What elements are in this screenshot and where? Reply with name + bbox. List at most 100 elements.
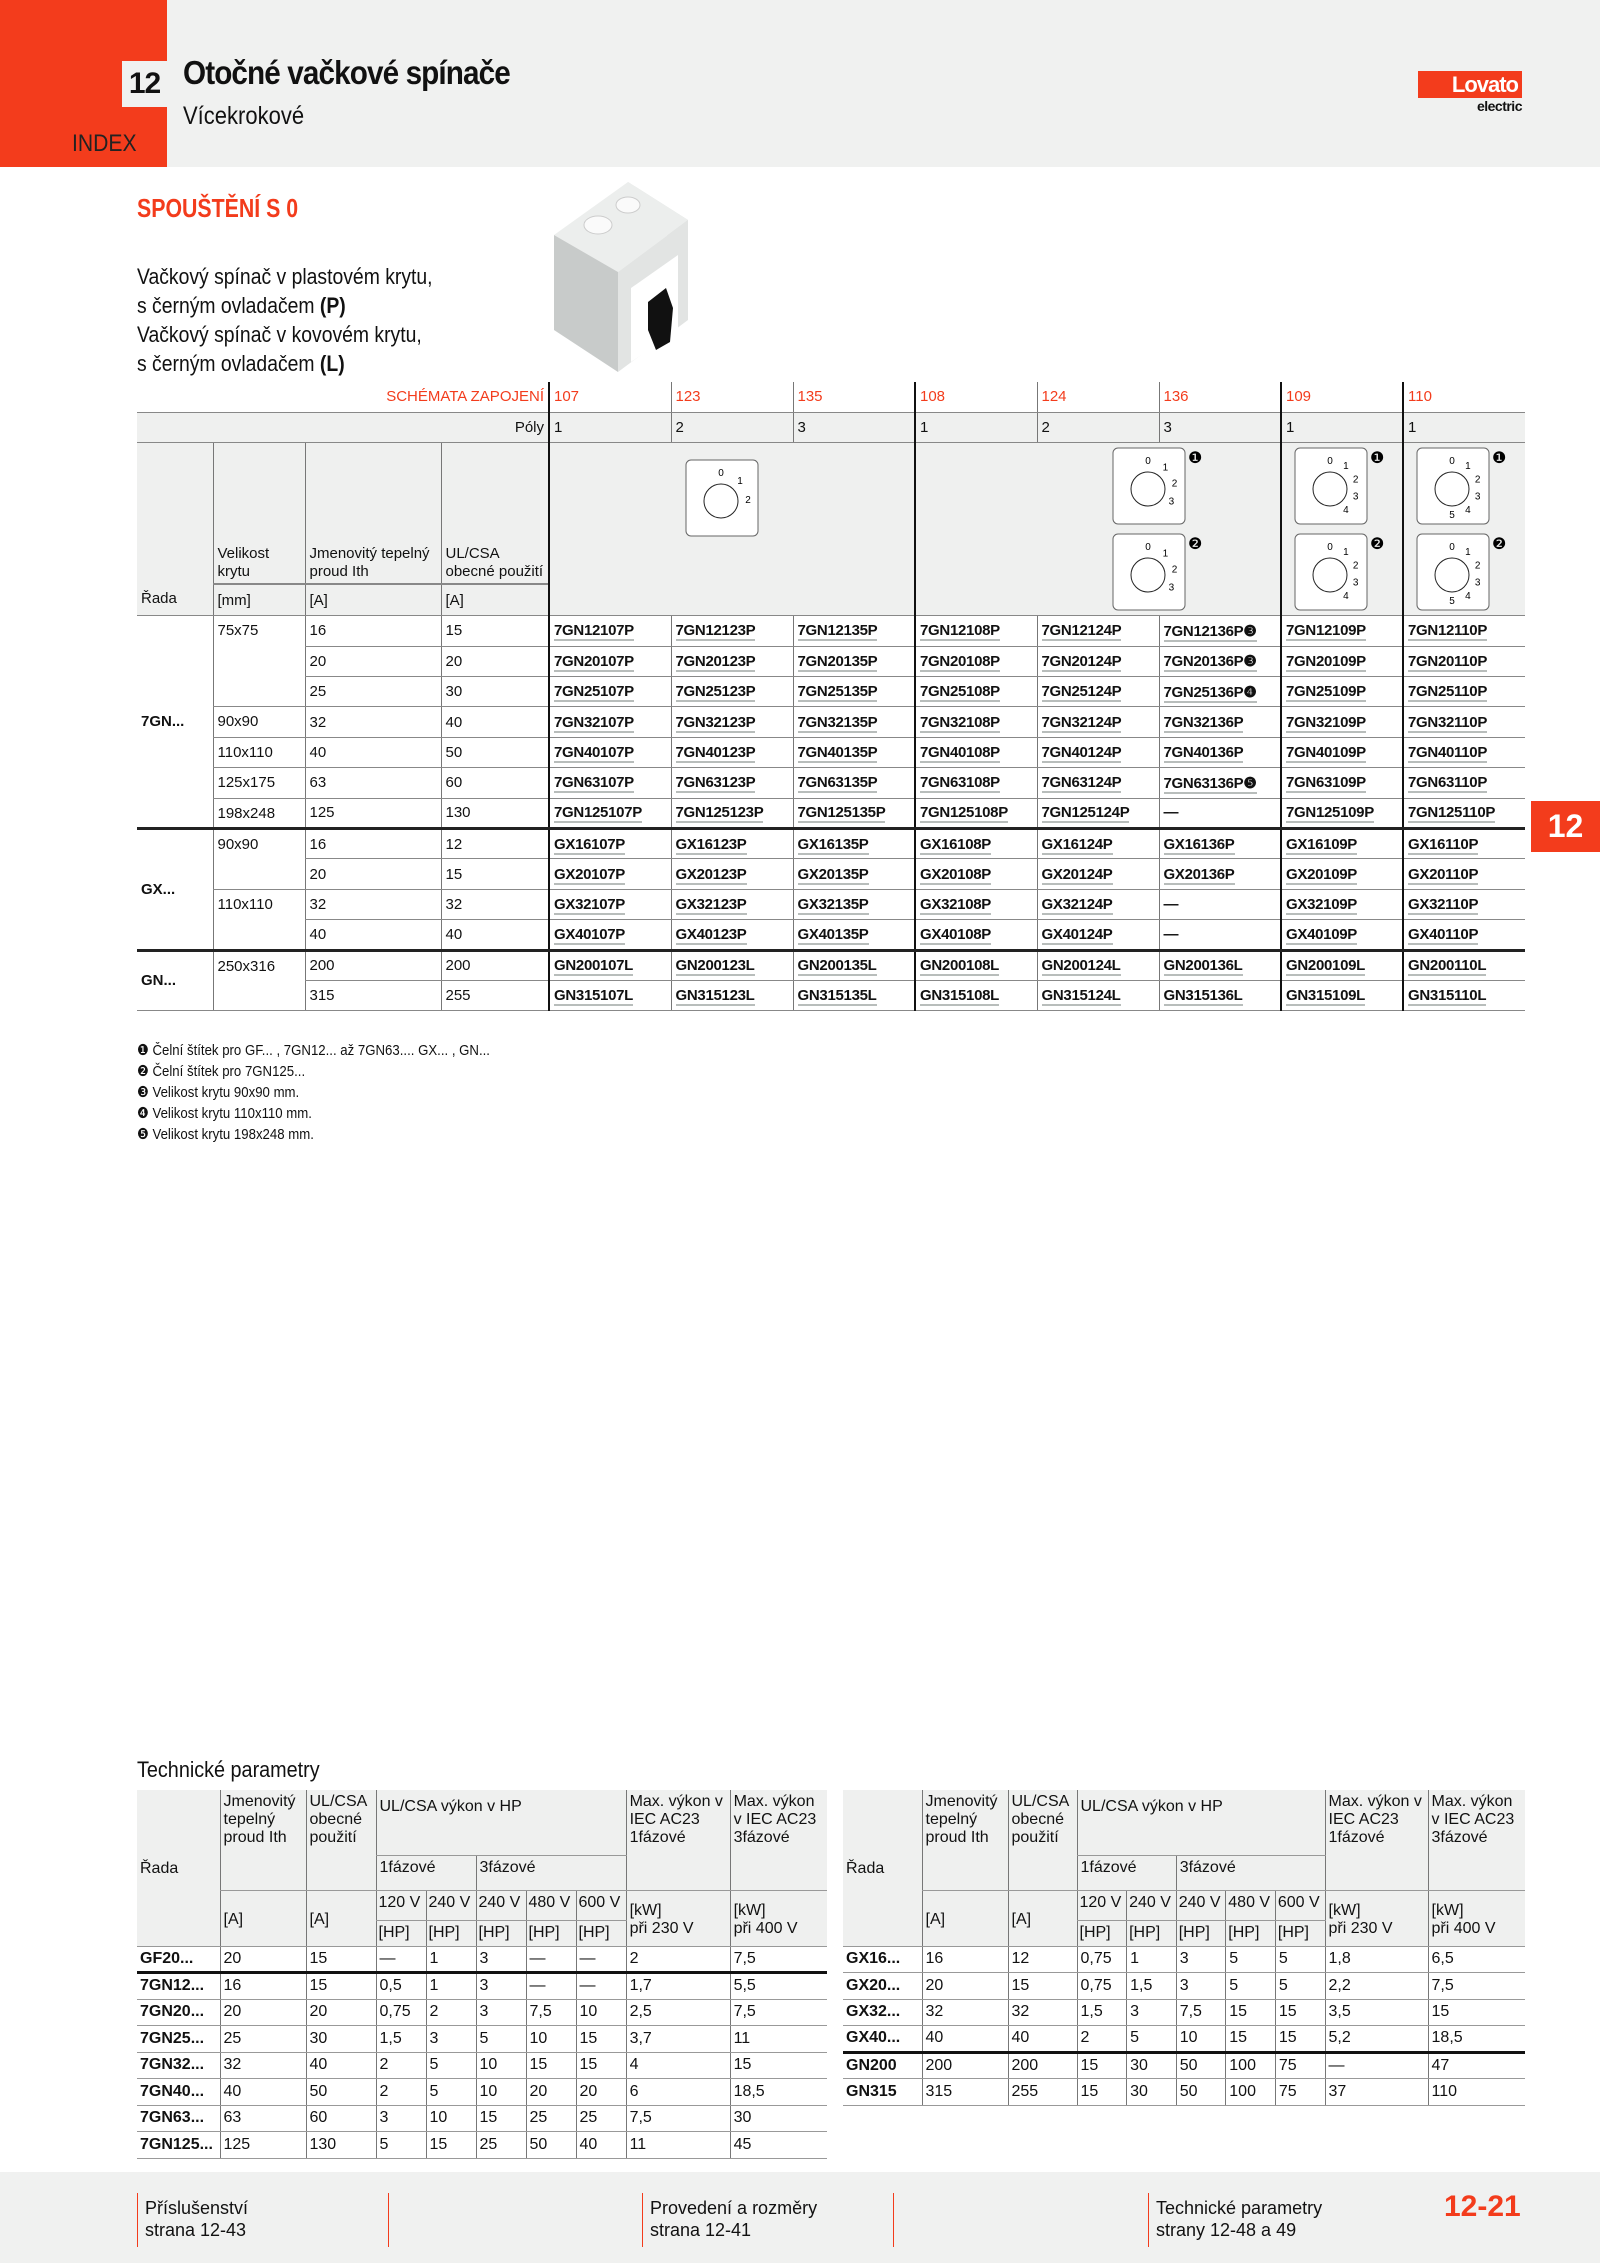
th-hp-unit: [HP] bbox=[1175, 1920, 1226, 1947]
ith-text: 40 bbox=[309, 925, 327, 943]
tech-cell: 50 bbox=[525, 2131, 576, 2159]
index-link[interactable]: INDEX bbox=[72, 130, 137, 157]
th-voltage: 240 V bbox=[1175, 1890, 1226, 1921]
desc-code: (P) bbox=[319, 293, 346, 318]
lovato-logo: Lovato electric bbox=[1418, 71, 1523, 114]
th-3phase: 3fázové bbox=[475, 1855, 627, 1891]
tech-cell-text: 15 bbox=[529, 2056, 548, 2074]
ul-cell: 200 bbox=[440, 948, 549, 981]
product-code-text: 7GN40124P bbox=[1041, 744, 1122, 764]
footer-link-tech[interactable]: Technické parametry strany 12-48 a 49 bbox=[1148, 2193, 1322, 2247]
ul-text: 30 bbox=[445, 683, 463, 701]
tech-cell-text: 2 bbox=[429, 2003, 439, 2021]
product-code-text: 7GN20108P bbox=[920, 652, 1000, 672]
table-row: 110x110 32 32 GX32107P GX32123P GX32135P GX321… bbox=[137, 889, 1525, 951]
product-code-text: 7GN40135P bbox=[797, 744, 878, 764]
table-row: 7GN20... 20 20 0,75 2 3 7,5 10 2,5 7,5 bbox=[137, 1999, 828, 2026]
tech-cell-text: 100 bbox=[1229, 2082, 1256, 2100]
tech-cell: 11 bbox=[625, 2131, 731, 2159]
tech-cell-text: 3,5 bbox=[1328, 2003, 1351, 2021]
tech-cell: 15 bbox=[1225, 2025, 1276, 2053]
product-code: GN315108L bbox=[914, 980, 1037, 1012]
product-code: GX20107P bbox=[548, 858, 671, 890]
th-hp-unit: [HP] bbox=[425, 1920, 476, 1947]
size-cell: 110x110 bbox=[212, 737, 305, 769]
product-code: 7GN12107P bbox=[548, 615, 671, 647]
product-code-text: GN200110L bbox=[1408, 957, 1487, 977]
product-code: 7GN25110P bbox=[1402, 676, 1525, 708]
product-code-text: 7GN20123P bbox=[675, 652, 756, 672]
tech-cell-text: 20 bbox=[529, 2082, 548, 2100]
footer-link-dimensions[interactable]: Provedení a rozměry strana 12-41 bbox=[642, 2193, 817, 2247]
tech-cell: 32 bbox=[1007, 1999, 1077, 2026]
tech-cell: 1,5 bbox=[1126, 1972, 1177, 2000]
position-label: 3 bbox=[1169, 583, 1175, 594]
product-code-text: 7GN20136P❸ bbox=[1163, 653, 1257, 673]
tech-cell-text: 3 bbox=[379, 2109, 389, 2127]
column-header-text: Řada bbox=[141, 590, 177, 608]
ul-text: 20 bbox=[445, 652, 463, 670]
product-code-text: GX20124P bbox=[1041, 865, 1113, 885]
product-code-text: 7GN40110P bbox=[1408, 744, 1488, 764]
tech-cell: 200 bbox=[1007, 2050, 1077, 2079]
page-title: Otočné vačkové spínače bbox=[183, 54, 511, 91]
tech-cell-text: 6 bbox=[629, 2082, 639, 2100]
ul-text: 200 bbox=[445, 957, 471, 975]
footnote: ❺ Velikost krytu 198x248 mm. bbox=[137, 1126, 314, 1143]
schema-value: 136 bbox=[1163, 388, 1189, 406]
tech-cell-text: 16 bbox=[925, 1950, 944, 1968]
product-code: 7GN32135P bbox=[792, 706, 915, 738]
tech-cell: 5 bbox=[475, 2025, 526, 2053]
product-code-text: GX16109P bbox=[1286, 835, 1357, 855]
tech-cell: 130 bbox=[305, 2131, 376, 2159]
footer-link-label: Příslušenství bbox=[145, 2198, 249, 2218]
product-code: GX32107P bbox=[548, 889, 671, 921]
th-text: při 400 V bbox=[1431, 1919, 1496, 1937]
product-code-text: 7GN40108P bbox=[920, 744, 1000, 764]
table-row: GN... 250x316 200 200 GN200107L GN200123L GN20… bbox=[137, 948, 1525, 1012]
position-label: 2 bbox=[1353, 561, 1359, 572]
tech-cell-text: 12 bbox=[1011, 1950, 1030, 1968]
chapter-tab[interactable]: 12 bbox=[1531, 801, 1600, 852]
tech-cell: 7,5 bbox=[729, 1999, 828, 2026]
product-code: — bbox=[1158, 889, 1281, 921]
product-code-text: 7GN125108P bbox=[920, 804, 1008, 824]
size-cell: 110x110 bbox=[212, 889, 305, 951]
tech-cell-text: 2 bbox=[379, 2056, 389, 2074]
th-text: při 230 V bbox=[629, 1919, 694, 1937]
product-code: 7GN32110P bbox=[1402, 706, 1525, 738]
product-code: 7GN12110P bbox=[1402, 615, 1525, 647]
th-text: [HP] bbox=[578, 1923, 610, 1941]
tech-cell: 2 bbox=[375, 2078, 426, 2106]
tech-cell: 16 bbox=[219, 1971, 306, 2000]
product-code: GN315109L bbox=[1280, 980, 1403, 1012]
tech-cell-text: 15 bbox=[479, 2109, 498, 2127]
product-code: 7GN125124P bbox=[1036, 798, 1159, 830]
product-code: — bbox=[1158, 919, 1281, 951]
th-text: UL/CSA výkon v HP bbox=[379, 1798, 522, 1815]
tech-cell: 3 bbox=[475, 1971, 526, 2000]
footer-link-accessories[interactable]: Příslušenství strana 12-43 bbox=[137, 2193, 248, 2247]
column-header: Velikost krytu bbox=[212, 442, 305, 585]
schema-label-text: SCHÉMATA ZAPOJENÍ bbox=[386, 388, 544, 406]
product-code-text: 7GN25123P bbox=[675, 683, 756, 703]
tech-cell-text: 63 bbox=[223, 2109, 242, 2127]
tech-cell-text: 20 bbox=[925, 1976, 944, 1994]
tech-table-right: Řada Jmenovitý tepelný proud Ith UL/CSA ob… bbox=[843, 1790, 1526, 2106]
tech-cell-text: 32 bbox=[925, 2003, 944, 2021]
th-text: [HP] bbox=[428, 1923, 460, 1941]
product-code: GN200107L bbox=[548, 948, 671, 981]
tech-cell: 7,5 bbox=[625, 2105, 731, 2132]
page-number: 12-21 bbox=[1444, 2190, 1521, 2223]
product-code-text: 7GN20124P bbox=[1041, 652, 1122, 672]
schema-value: 135 bbox=[797, 388, 823, 406]
tech-cell-text: 1,5 bbox=[1080, 2003, 1103, 2021]
product-table: SCHÉMATA ZAPOJENÍ 107 123 135 108 124 136 109 11… bbox=[137, 382, 1525, 1012]
product-code: GN315110L bbox=[1402, 980, 1525, 1012]
th-hp-unit: [HP] bbox=[1126, 1920, 1177, 1947]
size-cell: 198x248 bbox=[212, 798, 305, 830]
position-label: 2 bbox=[1172, 479, 1178, 490]
poles-value: 1 bbox=[914, 412, 1037, 444]
product-code-text: GX20108P bbox=[920, 865, 991, 885]
